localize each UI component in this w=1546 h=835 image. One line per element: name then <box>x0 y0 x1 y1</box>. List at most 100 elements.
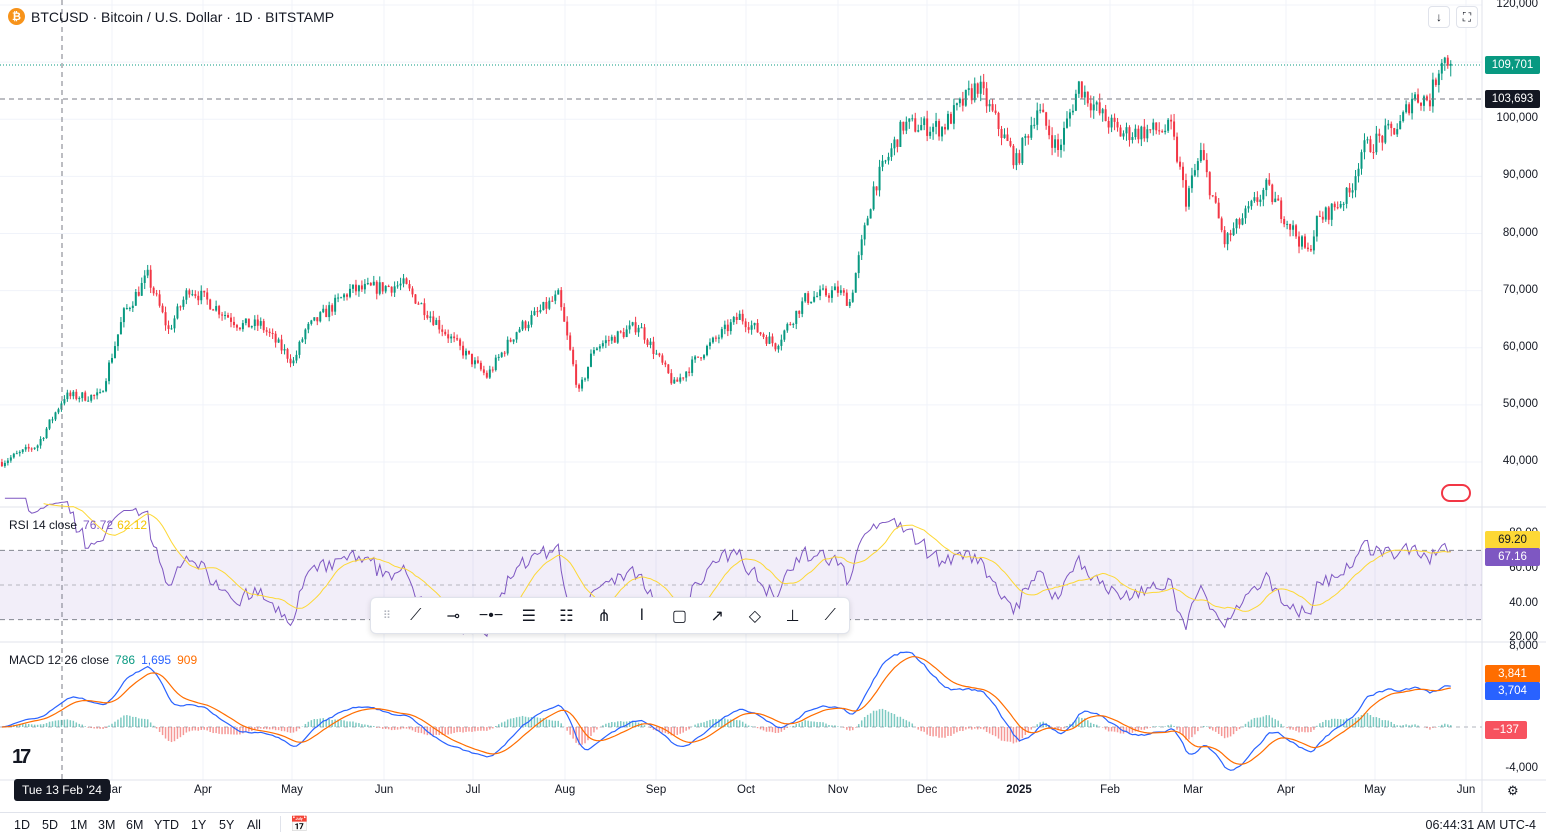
candle-body <box>459 339 462 346</box>
range-1d[interactable]: 1D <box>14 818 30 832</box>
candle-body <box>90 394 93 401</box>
rsi-line <box>4 497 1451 638</box>
candle-body <box>1312 236 1315 251</box>
candle-body <box>307 323 310 330</box>
candle-body <box>423 303 426 316</box>
candle-body <box>304 329 307 340</box>
candle-body <box>1274 198 1277 203</box>
rsi-legend[interactable]: RSI 14 close 76.72 62.12 <box>9 518 147 532</box>
candle-body <box>87 400 90 402</box>
macd-label: MACD 12 26 close <box>9 653 110 667</box>
candle-body <box>1443 57 1446 63</box>
candle-body <box>476 360 479 363</box>
settings-icon[interactable]: ⚙ <box>1507 783 1519 798</box>
candle-body <box>384 286 387 292</box>
go-to-date-icon[interactable]: 📅 <box>290 816 309 833</box>
range-5y[interactable]: 5Y <box>219 818 235 832</box>
range-ytd[interactable]: YTD <box>154 818 179 832</box>
candle-body <box>479 362 482 370</box>
time-tick: Feb <box>1100 784 1120 796</box>
range-1y[interactable]: 1Y <box>191 818 207 832</box>
price-range-icon[interactable]: ⊥ <box>785 607 800 625</box>
candle-body <box>346 294 349 297</box>
candle-body <box>673 379 676 384</box>
candle-body <box>595 348 598 351</box>
candle-body <box>536 311 539 313</box>
clock[interactable]: 06:44:31 AM UTC-4 <box>1425 818 1536 832</box>
candle-body <box>405 278 408 285</box>
candle-body <box>723 324 726 330</box>
range-all[interactable]: All <box>247 818 261 832</box>
range-5d[interactable]: 5D <box>42 818 58 832</box>
candle-body <box>584 378 587 380</box>
range-6m[interactable]: 6M <box>126 818 144 832</box>
candle-body <box>289 358 292 364</box>
candle-body <box>325 308 328 318</box>
candle-body <box>703 355 706 359</box>
candle-body <box>1277 198 1280 201</box>
candle-body <box>601 343 604 347</box>
candle-body <box>845 292 848 306</box>
candle-body <box>1018 153 1021 164</box>
candle-body <box>1384 125 1387 143</box>
rectangle-icon[interactable]: ▢ <box>671 607 688 625</box>
fib-retracement-icon[interactable]: ☷ <box>559 607 574 625</box>
vertical-line-icon[interactable]: ǀ <box>639 606 644 624</box>
path-icon[interactable]: ◇ <box>748 607 762 625</box>
candle-body <box>967 88 970 90</box>
candle-body <box>1241 218 1244 225</box>
candle-body <box>360 285 363 290</box>
horizontal-line-icon[interactable]: −•− <box>478 606 504 624</box>
candle-body <box>637 327 640 333</box>
us-flag-icon[interactable] <box>1441 484 1471 502</box>
parallel-channel-icon[interactable]: ☰ <box>521 607 536 625</box>
time-tick: Nov <box>827 784 849 796</box>
candle-body <box>1152 122 1155 130</box>
candle-body <box>518 329 521 333</box>
candle-body <box>944 127 946 130</box>
candle-body <box>9 457 12 461</box>
download-icon[interactable]: ↓ <box>1428 6 1450 28</box>
fullscreen-icon[interactable]: ⛶ <box>1456 6 1478 28</box>
candle-body <box>810 301 813 304</box>
range-3m[interactable]: 3M <box>98 818 116 832</box>
tradingview-logo[interactable]: 17 <box>12 746 31 768</box>
candle-body <box>1217 202 1220 219</box>
candle-body <box>732 316 735 323</box>
candle-body <box>955 103 958 106</box>
candle-body <box>524 321 527 329</box>
candle-body <box>1155 122 1158 131</box>
pitchfork-icon[interactable]: ⋔ <box>597 607 611 625</box>
candle-body <box>482 369 485 373</box>
candle-body <box>33 447 36 449</box>
candle-body <box>429 316 432 318</box>
candle-body <box>581 379 584 389</box>
candle-body <box>557 290 560 295</box>
drawing-toolbar[interactable]: ⠿ ⟋ ⊸ −•− ☰ ☷ ⋔ ǀ ▢ ↗ ◇ ⊥ ⟋ <box>370 597 850 634</box>
chart-canvas[interactable] <box>0 0 1546 812</box>
candle-body <box>340 297 343 299</box>
candle-body <box>616 331 619 343</box>
candle-body <box>976 83 979 94</box>
candle-body <box>244 318 247 324</box>
candle-body <box>399 283 402 286</box>
candle-body <box>964 89 967 106</box>
candle-body <box>1086 91 1089 104</box>
range-1m[interactable]: 1M <box>70 818 88 832</box>
candle-body <box>396 285 399 287</box>
drag-handle-icon[interactable]: ⠿ <box>382 610 391 622</box>
horizontal-ray-icon[interactable]: ⊸ <box>446 607 461 625</box>
price-tick: 60,000 <box>1502 341 1538 353</box>
candle-body <box>1063 127 1065 145</box>
arrow-icon[interactable]: ↗ <box>710 607 724 625</box>
candle-body <box>551 300 554 302</box>
candle-body <box>218 306 221 315</box>
macd-legend[interactable]: MACD 12 26 close 786 1,695 909 <box>9 653 197 667</box>
candle-body <box>780 339 783 346</box>
candle-body <box>1167 119 1170 131</box>
candle-body <box>1402 112 1405 122</box>
candle-body <box>1104 109 1107 122</box>
trend-line-icon[interactable]: ⟋ <box>410 606 422 624</box>
candle-body <box>836 286 839 293</box>
ray-icon[interactable]: ⟋ <box>824 606 836 624</box>
